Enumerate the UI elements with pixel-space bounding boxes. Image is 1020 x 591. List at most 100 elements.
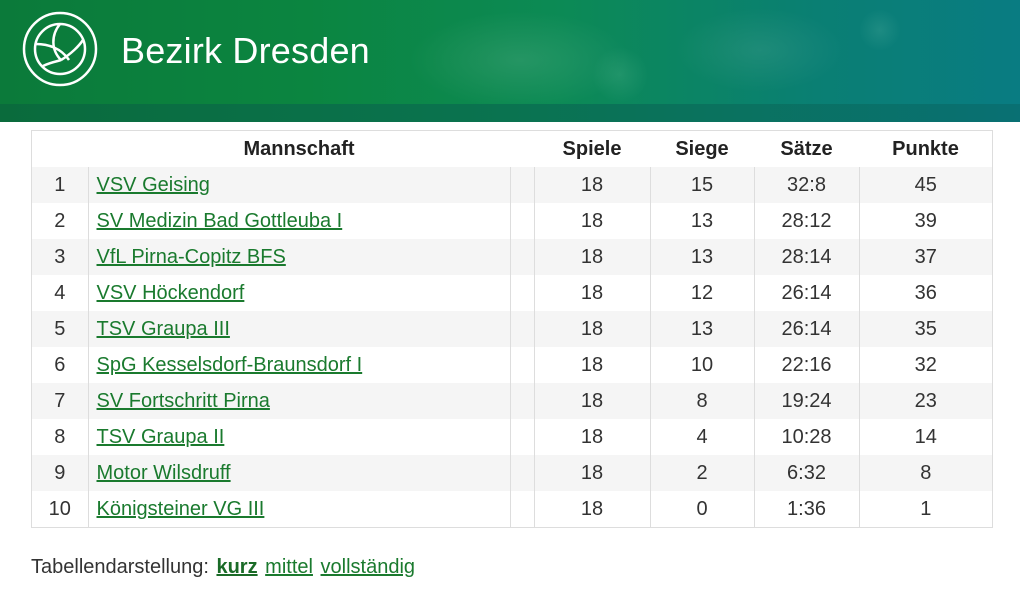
games-cell: 18 xyxy=(533,347,650,383)
table-header-row: Mannschaft Spiele Siege Sätze Punkte xyxy=(32,131,992,167)
rank-cell: 10 xyxy=(32,491,88,527)
table-row: 3 VfL Pirna-Copitz BFS 18 13 28:14 37 xyxy=(32,239,992,275)
display-label: Tabellendarstellung: xyxy=(31,556,209,578)
team-cell: SV Medizin Bad Gottleuba I xyxy=(87,203,510,239)
wins-cell: 13 xyxy=(649,239,754,275)
standings-table: Mannschaft Spiele Siege Sätze Punkte 1 VS… xyxy=(31,130,993,528)
rank-cell: 3 xyxy=(32,239,88,275)
wins-cell: 4 xyxy=(649,419,754,455)
table-row: 1 VSV Geising 18 15 32:8 45 xyxy=(32,167,992,203)
rank-header xyxy=(32,131,88,167)
volleyball-icon[interactable] xyxy=(21,10,99,88)
games-cell: 18 xyxy=(533,491,650,527)
display-option-vollstaendig[interactable]: vollständig xyxy=(320,556,416,578)
sets-cell: 6:32 xyxy=(753,455,859,491)
wins-cell: 15 xyxy=(649,167,754,203)
table-row: 6 SpG Kesselsdorf-Braunsdorf I 18 10 22:16 32 xyxy=(32,347,992,383)
team-link[interactable]: Königsteiner VG III xyxy=(96,497,265,520)
points-cell: 23 xyxy=(858,383,992,419)
games-cell: 18 xyxy=(533,275,650,311)
spacer-header xyxy=(510,131,534,167)
wins-cell: 2 xyxy=(649,455,754,491)
points-cell: 1 xyxy=(858,491,992,527)
table-row: 4 VSV Höckendorf 18 12 26:14 36 xyxy=(32,275,992,311)
spacer-cell xyxy=(509,167,534,203)
wins-cell: 13 xyxy=(649,203,754,239)
column-header-punkte: Punkte xyxy=(859,131,992,167)
spacer-cell xyxy=(509,203,534,239)
team-cell: VfL Pirna-Copitz BFS xyxy=(87,239,510,275)
team-cell: VSV Höckendorf xyxy=(87,275,510,311)
games-cell: 18 xyxy=(533,167,650,203)
points-cell: 36 xyxy=(858,275,992,311)
team-link[interactable]: VSV Geising xyxy=(96,173,210,196)
games-cell: 18 xyxy=(533,311,650,347)
table-row: 10 Königsteiner VG III 18 0 1:36 1 xyxy=(32,491,992,527)
team-cell: TSV Graupa III xyxy=(87,311,510,347)
rank-cell: 6 xyxy=(32,347,88,383)
rank-cell: 9 xyxy=(32,455,88,491)
column-header-mannschaft: Mannschaft xyxy=(88,131,510,167)
points-cell: 35 xyxy=(858,311,992,347)
team-cell: SpG Kesselsdorf-Braunsdorf I xyxy=(87,347,510,383)
team-link[interactable]: SV Fortschritt Pirna xyxy=(96,389,270,412)
sets-cell: 28:14 xyxy=(753,239,859,275)
column-header-saetze: Sätze xyxy=(754,131,859,167)
sets-cell: 22:16 xyxy=(753,347,859,383)
table-row: 2 SV Medizin Bad Gottleuba I 18 13 28:12 39 xyxy=(32,203,992,239)
spacer-cell xyxy=(509,455,534,491)
spacer-cell xyxy=(509,383,534,419)
team-link[interactable]: SpG Kesselsdorf-Braunsdorf I xyxy=(96,353,363,376)
sets-cell: 28:12 xyxy=(753,203,859,239)
points-cell: 37 xyxy=(858,239,992,275)
team-cell: VSV Geising xyxy=(87,167,510,203)
team-cell: Motor Wilsdruff xyxy=(87,455,510,491)
sets-cell: 10:28 xyxy=(753,419,859,455)
wins-cell: 13 xyxy=(649,311,754,347)
team-cell: SV Fortschritt Pirna xyxy=(87,383,510,419)
sets-cell: 32:8 xyxy=(753,167,859,203)
sets-cell: 19:24 xyxy=(753,383,859,419)
rank-cell: 7 xyxy=(32,383,88,419)
games-cell: 18 xyxy=(533,383,650,419)
points-cell: 45 xyxy=(858,167,992,203)
wins-cell: 8 xyxy=(649,383,754,419)
wins-cell: 0 xyxy=(649,491,754,527)
team-cell: TSV Graupa II xyxy=(87,419,510,455)
wins-cell: 10 xyxy=(649,347,754,383)
games-cell: 18 xyxy=(533,203,650,239)
rank-cell: 5 xyxy=(32,311,88,347)
spacer-cell xyxy=(509,347,534,383)
site-title[interactable]: Bezirk Dresden xyxy=(121,30,370,71)
spacer-cell xyxy=(509,311,534,347)
spacer-cell xyxy=(509,491,534,527)
points-cell: 8 xyxy=(858,455,992,491)
games-cell: 18 xyxy=(533,239,650,275)
column-header-spiele: Spiele xyxy=(534,131,650,167)
rank-cell: 8 xyxy=(32,419,88,455)
team-link[interactable]: Motor Wilsdruff xyxy=(96,461,231,484)
table-row: 9 Motor Wilsdruff 18 2 6:32 8 xyxy=(32,455,992,491)
points-cell: 14 xyxy=(858,419,992,455)
points-cell: 39 xyxy=(858,203,992,239)
sets-cell: 1:36 xyxy=(753,491,859,527)
team-link[interactable]: SV Medizin Bad Gottleuba I xyxy=(96,209,343,232)
rank-cell: 4 xyxy=(32,275,88,311)
header-stripe xyxy=(0,104,1020,122)
wins-cell: 12 xyxy=(649,275,754,311)
team-link[interactable]: TSV Graupa III xyxy=(96,317,230,340)
team-link[interactable]: VfL Pirna-Copitz BFS xyxy=(96,245,286,268)
display-option-mittel[interactable]: mittel xyxy=(265,556,313,578)
site-header: Bezirk Dresden xyxy=(0,0,1020,104)
table-row: 5 TSV Graupa III 18 13 26:14 35 xyxy=(32,311,992,347)
games-cell: 18 xyxy=(533,455,650,491)
sets-cell: 26:14 xyxy=(753,275,859,311)
team-link[interactable]: TSV Graupa II xyxy=(96,425,225,448)
table-display-options: Tabellendarstellung: kurz mittel vollstä… xyxy=(31,556,415,579)
sets-cell: 26:14 xyxy=(753,311,859,347)
rank-cell: 1 xyxy=(32,167,88,203)
display-option-kurz[interactable]: kurz xyxy=(216,556,258,578)
team-cell: Königsteiner VG III xyxy=(87,491,510,527)
spacer-cell xyxy=(509,239,534,275)
team-link[interactable]: VSV Höckendorf xyxy=(96,281,245,304)
